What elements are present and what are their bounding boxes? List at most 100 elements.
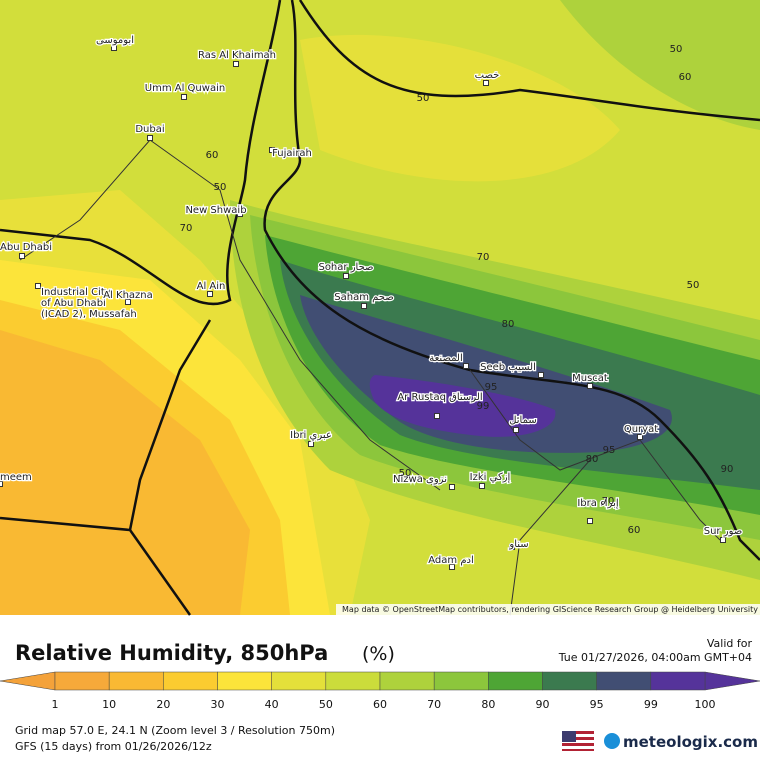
legend-swatch [54, 671, 110, 691]
place-marker [343, 273, 349, 279]
place-label: Ras Al Khaimah [198, 50, 276, 61]
contour-label: 70 [180, 223, 193, 234]
legend-swatch [379, 671, 435, 691]
place-label: ابوموسى [96, 35, 134, 46]
place-marker [181, 94, 187, 100]
place-marker [720, 537, 726, 543]
flag [562, 740, 594, 743]
place-marker [509, 544, 515, 550]
footer: Relative Humidity, 850hPa (%) Valid for … [15, 637, 758, 753]
legend-tick-label: 95 [590, 698, 604, 711]
legend-tick-label: 50 [319, 698, 333, 711]
unit: (%) [362, 643, 395, 665]
model-info: GFS (15 days) from 01/26/2026/12z [15, 740, 212, 753]
place-label: خصب [475, 70, 500, 81]
legend-swatch [271, 671, 327, 691]
legend-swatch [650, 671, 706, 691]
legend-tick-label: 30 [211, 698, 225, 711]
legend-swatch [488, 671, 543, 691]
place-marker [449, 484, 455, 490]
place-marker [449, 564, 455, 570]
place-marker [0, 481, 3, 487]
place-label: Al Khazna [103, 290, 153, 301]
place-label: المصنعة [429, 353, 462, 364]
contour-label: 95 [485, 382, 498, 393]
place-marker [233, 61, 239, 67]
legend-over [704, 671, 760, 691]
place-label: سناو [508, 539, 528, 550]
place-label: Sohar صحار [318, 262, 373, 273]
legend-tick-label: 1 [52, 698, 59, 711]
place-marker [538, 372, 544, 378]
place-label: Adam ادم [428, 555, 474, 566]
place-label: Quryat [624, 424, 658, 435]
legend-tick-label: 100 [695, 698, 716, 711]
place-label: سمائل [509, 415, 537, 426]
place-marker [207, 291, 213, 297]
contour-label: 95 [603, 445, 616, 456]
legend-tick-label: 20 [156, 698, 170, 711]
legend-swatch [217, 671, 272, 691]
place-marker [483, 80, 489, 86]
contour-label: 90 [721, 464, 734, 475]
contour-label: 50 [417, 93, 430, 104]
place-marker [434, 413, 440, 419]
place-marker [308, 441, 314, 447]
title: Relative Humidity, 850hPa [15, 641, 328, 665]
legend-tick-label: 90 [536, 698, 550, 711]
legend-swatch [433, 671, 489, 691]
place-marker [463, 363, 469, 369]
brand-logo [604, 733, 620, 749]
contour-label: 70 [602, 496, 615, 507]
legend-under [0, 671, 56, 691]
contour-label: 60 [679, 72, 692, 83]
place-label: meem [0, 472, 32, 483]
place-label: Seeb السيب [480, 362, 536, 373]
flag [562, 734, 594, 737]
place-label: Muscat [572, 373, 608, 384]
legend-swatch [108, 671, 164, 691]
place-marker [125, 299, 131, 305]
legend-swatch [325, 671, 381, 691]
place-label: Umm Al Quwain [145, 83, 225, 94]
contour-label: 70 [477, 252, 490, 263]
contour-label: 60 [628, 525, 641, 536]
place-label: Dubai [135, 124, 164, 135]
legend-swatch [596, 671, 652, 691]
flag [562, 731, 576, 742]
place-label: Izki إزكي [470, 472, 511, 483]
place-marker [637, 434, 643, 440]
contour-label: 80 [586, 454, 599, 465]
place-marker [269, 147, 275, 153]
legend-tick-label: 80 [481, 698, 495, 711]
place-marker [19, 253, 25, 259]
valid-time: Tue 01/27/2026, 04:00am GMT+04 [558, 651, 752, 664]
valid-label: Valid for [707, 637, 753, 650]
place-marker [513, 427, 519, 433]
contour-area [560, 0, 760, 130]
contour-label: 50 [399, 468, 412, 479]
place-label: Ibri عبري [290, 430, 332, 441]
place-label: Al Ain [197, 281, 226, 292]
attribution-bg [336, 604, 760, 615]
place-label: Fujairah [272, 148, 312, 159]
place-marker [147, 135, 153, 141]
attribution: Map data © OpenStreetMap contributors, r… [342, 605, 758, 614]
place-label: Ibra إبراء [577, 498, 619, 509]
contour-label: 50 [687, 280, 700, 291]
place-label: Abu Dhabi [0, 242, 52, 253]
contour-area [300, 34, 620, 182]
brand[interactable]: meteologix.com [623, 733, 758, 751]
place-label: Sur صور [704, 526, 742, 537]
legend-tick-label: 60 [373, 698, 387, 711]
place-marker [35, 283, 41, 289]
place-label: Nizwa نزوى [393, 474, 447, 485]
contour-area [369, 375, 556, 437]
roads [19, 139, 721, 616]
place-label: Saham صحم [334, 292, 393, 303]
place-marker [479, 483, 485, 489]
place-marker [361, 303, 367, 309]
map: Map data © OpenStreetMap contributors, r… [0, 0, 760, 616]
place-label: New Shwaib [185, 205, 246, 216]
